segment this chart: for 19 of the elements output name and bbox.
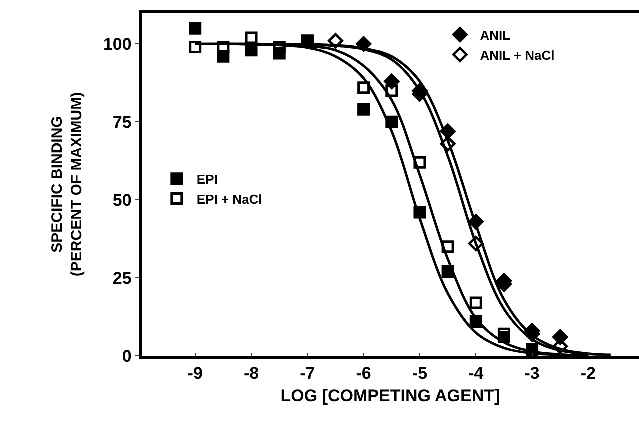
x-tick-label: -7 — [300, 364, 316, 384]
x-tick-label: -5 — [412, 364, 428, 384]
x-tick-label: -4 — [468, 364, 484, 384]
y-tick-label: 25 — [112, 269, 132, 288]
y-axis-title: SPECIFIC BINDING (PERCENT OF MAXIMUM) — [49, 92, 86, 277]
y-tick-label: 75 — [112, 113, 132, 132]
legend-label: EPI + NaCl — [196, 192, 262, 207]
x-axis-title: LOG [COMPETING AGENT] — [280, 386, 500, 406]
x-tick-label: -2 — [580, 364, 596, 384]
legend-label: ANIL — [480, 28, 511, 43]
legend-label: ANIL + NaCl — [480, 48, 555, 63]
x-tick-label: -6 — [356, 364, 372, 384]
x-tick-label: -3 — [524, 364, 540, 384]
x-tick-label: -8 — [244, 364, 260, 384]
y-tick-label: 100 — [103, 35, 132, 54]
x-tick-label: -9 — [188, 364, 203, 384]
legend-label: EPI — [196, 172, 218, 187]
y-tick-label: 0 — [122, 346, 132, 366]
y-tick-label: 50 — [112, 191, 132, 210]
